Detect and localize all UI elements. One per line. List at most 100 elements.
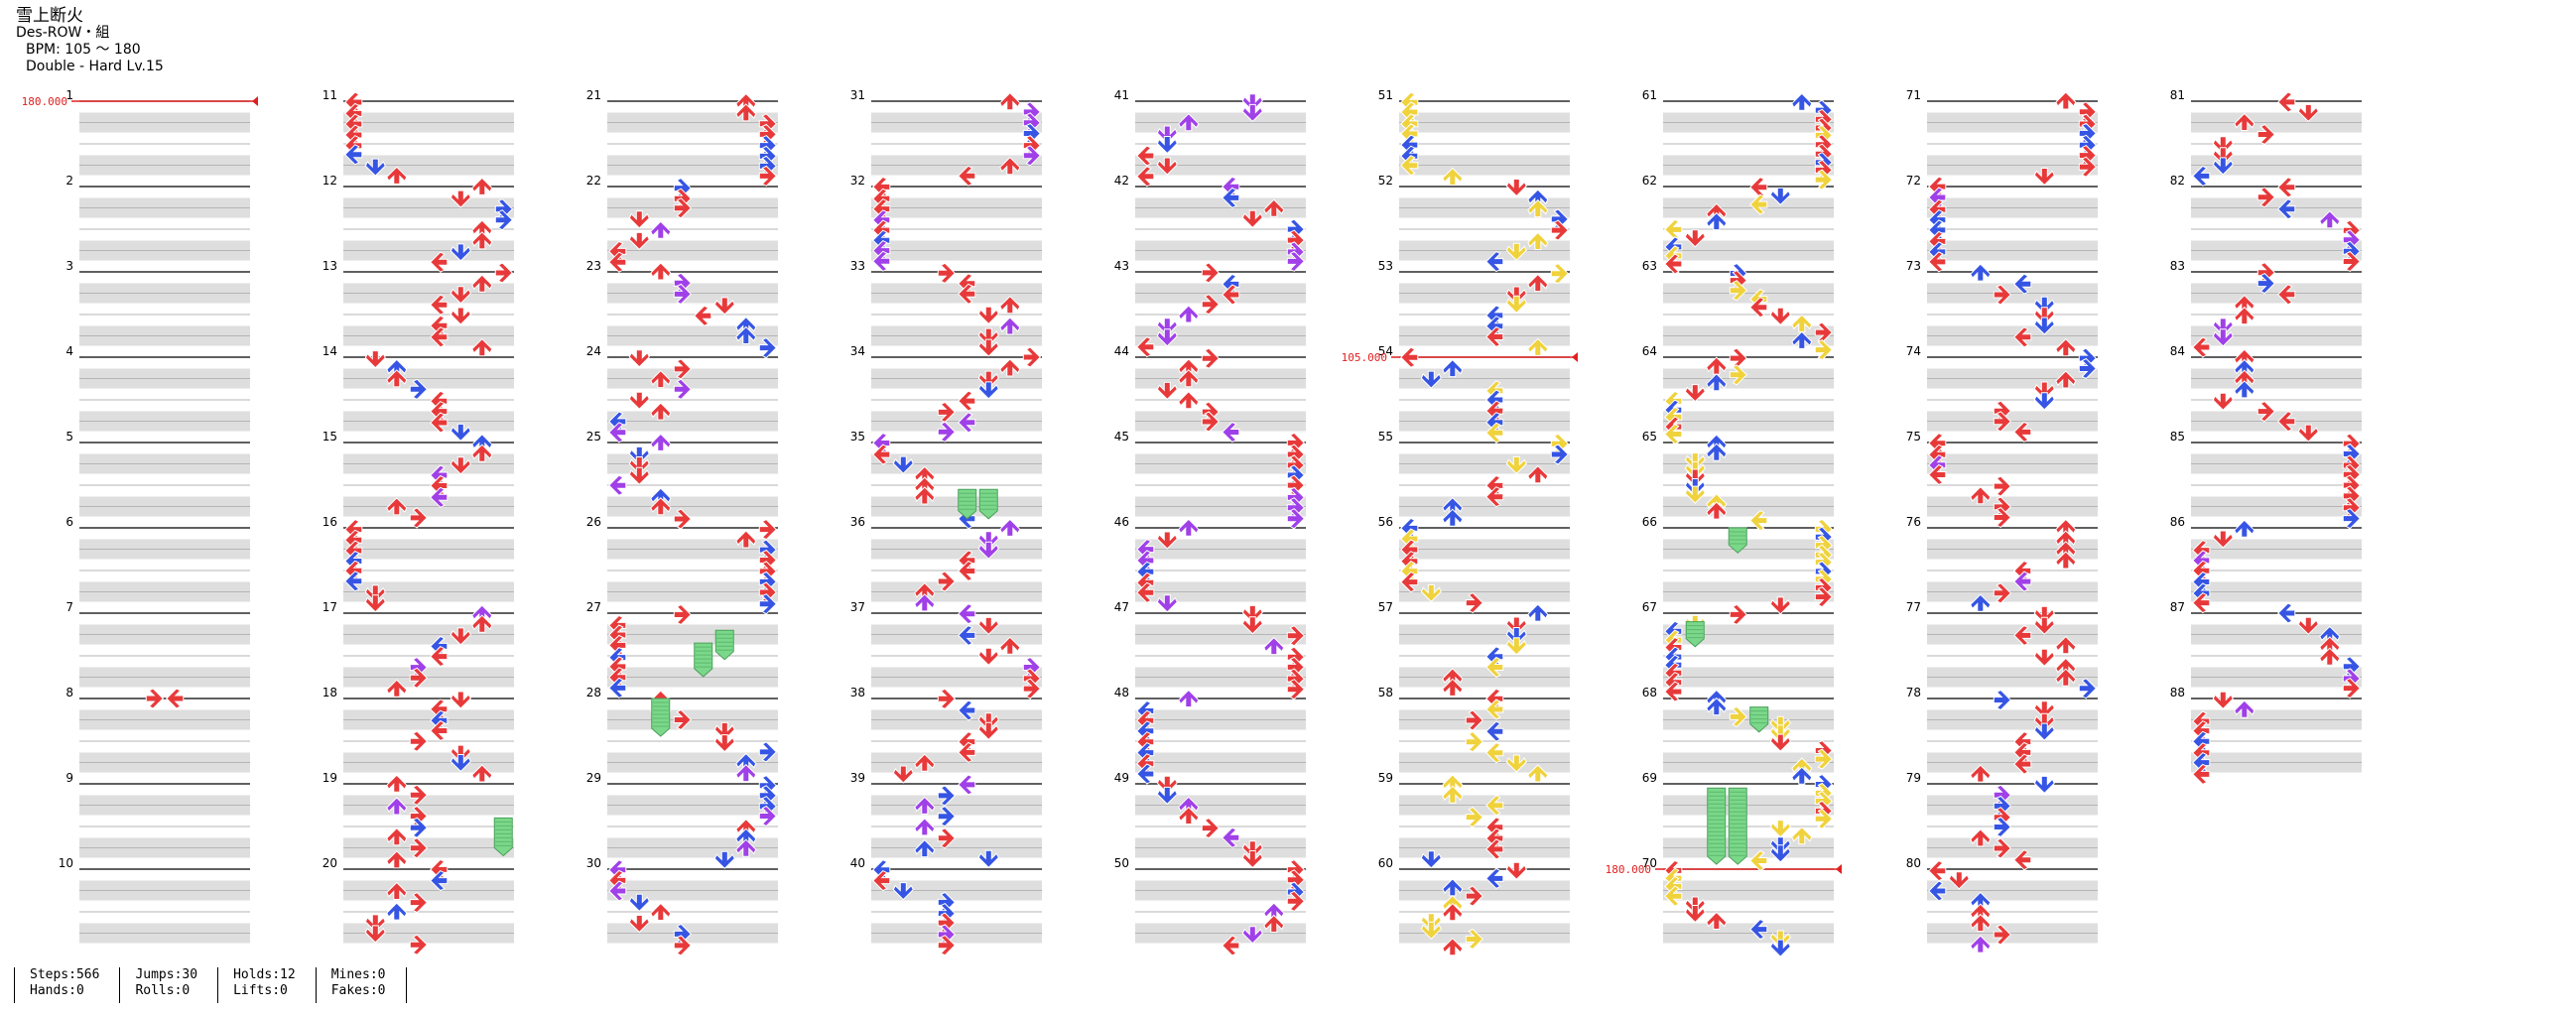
- step-note: [1814, 534, 1834, 557]
- step-note: [166, 688, 185, 709]
- step-note: [1241, 616, 1263, 635]
- measure-number: 28: [586, 686, 601, 699]
- step-note: [914, 486, 936, 505]
- step-note: [2342, 677, 2362, 699]
- step-note: [1465, 885, 1484, 907]
- step-note: [1928, 463, 1947, 486]
- step-note: [1664, 681, 1683, 702]
- step-note: [1993, 411, 2012, 433]
- measure: 27: [586, 600, 778, 688]
- measure-number: 7: [65, 600, 73, 614]
- step-note: [2277, 284, 2296, 306]
- step-note: [2055, 518, 2077, 537]
- measure: 54: [1378, 344, 1570, 432]
- step-note: [450, 423, 471, 443]
- measure-number: 80: [1906, 856, 1921, 870]
- step-note: [1527, 337, 1549, 356]
- measure-number: 5: [65, 430, 73, 444]
- step-note: [1485, 698, 1504, 720]
- measure-number: 4: [65, 344, 73, 358]
- step-note: [1814, 134, 1834, 156]
- step-note: [2033, 648, 2055, 667]
- step-note: [1156, 125, 1178, 144]
- step-note: [650, 902, 672, 921]
- step-note: [471, 444, 493, 462]
- measure-number: 35: [850, 430, 865, 444]
- step-note: [735, 763, 757, 783]
- step-note: [450, 691, 471, 709]
- step-note: [1729, 347, 1748, 369]
- measure: 47: [1114, 600, 1306, 688]
- step-note: [758, 796, 778, 818]
- step-note: [650, 369, 672, 389]
- measure: 37: [850, 600, 1042, 688]
- step-note: [409, 507, 429, 529]
- step-note: [1442, 358, 1464, 378]
- measure: 71: [1906, 88, 2098, 176]
- step-note: [2234, 380, 2255, 399]
- step-note: [1201, 262, 1221, 284]
- step-note: [892, 765, 914, 784]
- step-note: [2234, 699, 2255, 718]
- measure-number: 47: [1114, 600, 1129, 614]
- song-header: 雪上断火 Des-ROW・組 BPM: 105 ～ 180 Double - H…: [16, 8, 164, 75]
- measure: 56: [1378, 515, 1570, 602]
- step-note: [1178, 305, 1200, 323]
- measure-number: 45: [1114, 430, 1129, 444]
- step-note: [1769, 820, 1791, 838]
- step-note: [2212, 157, 2234, 176]
- measure-number: 27: [586, 600, 601, 614]
- step-note: [430, 251, 449, 273]
- measure: 32: [850, 174, 1042, 261]
- step-note: [1706, 697, 1728, 716]
- step-note: [1527, 273, 1549, 293]
- step-note: [713, 734, 735, 753]
- step-note: [1749, 193, 1768, 215]
- stats-col-steps: Steps:566 Hands:0: [14, 967, 119, 1003]
- step-note: [386, 850, 408, 869]
- step-note: [999, 636, 1021, 655]
- step-note: [2033, 296, 2055, 316]
- step-note: [409, 730, 429, 752]
- step-note: [2013, 571, 2032, 592]
- measure-number: 74: [1906, 344, 1921, 358]
- stats-bar: Steps:566 Hands:0 Jumps:30 Rolls:0 Holds…: [14, 967, 422, 1003]
- step-note: [758, 165, 778, 188]
- step-note: [1241, 604, 1263, 624]
- step-note: [1286, 464, 1306, 486]
- measure-number: 9: [65, 771, 73, 785]
- step-note: [2256, 123, 2276, 146]
- step-note: [758, 775, 778, 797]
- step-note: [914, 593, 936, 612]
- step-note: [937, 262, 957, 284]
- measure-number: 36: [850, 515, 865, 529]
- step-note: [977, 647, 999, 667]
- step-note: [2234, 306, 2255, 325]
- bpm-change-marker: 180.000: [1606, 863, 1842, 876]
- step-note: [1420, 583, 1442, 603]
- measure-number: 63: [1642, 259, 1657, 273]
- measure-number: 32: [850, 174, 865, 188]
- step-note: [914, 753, 936, 772]
- step-note: [1022, 668, 1042, 690]
- step-note: [1814, 124, 1834, 147]
- step-note: [713, 721, 735, 741]
- step-note: [1970, 891, 1992, 910]
- step-note: [2319, 210, 2341, 229]
- measure-number: 65: [1642, 430, 1657, 444]
- step-note: [2055, 668, 2077, 687]
- measure: 82: [2170, 174, 2362, 261]
- measure-number: 77: [1906, 600, 1921, 614]
- step-note: [735, 530, 757, 549]
- step-note: [430, 869, 449, 892]
- measure: 15: [322, 430, 514, 517]
- step-note: [1136, 581, 1155, 603]
- step-note: [1201, 294, 1221, 316]
- measure: 23: [586, 259, 778, 346]
- step-note: [1201, 411, 1221, 433]
- step-note: [1420, 370, 1442, 389]
- measure-number: 73: [1906, 259, 1921, 273]
- step-note: [958, 390, 976, 412]
- step-note: [958, 412, 976, 434]
- step-note: [1527, 198, 1549, 218]
